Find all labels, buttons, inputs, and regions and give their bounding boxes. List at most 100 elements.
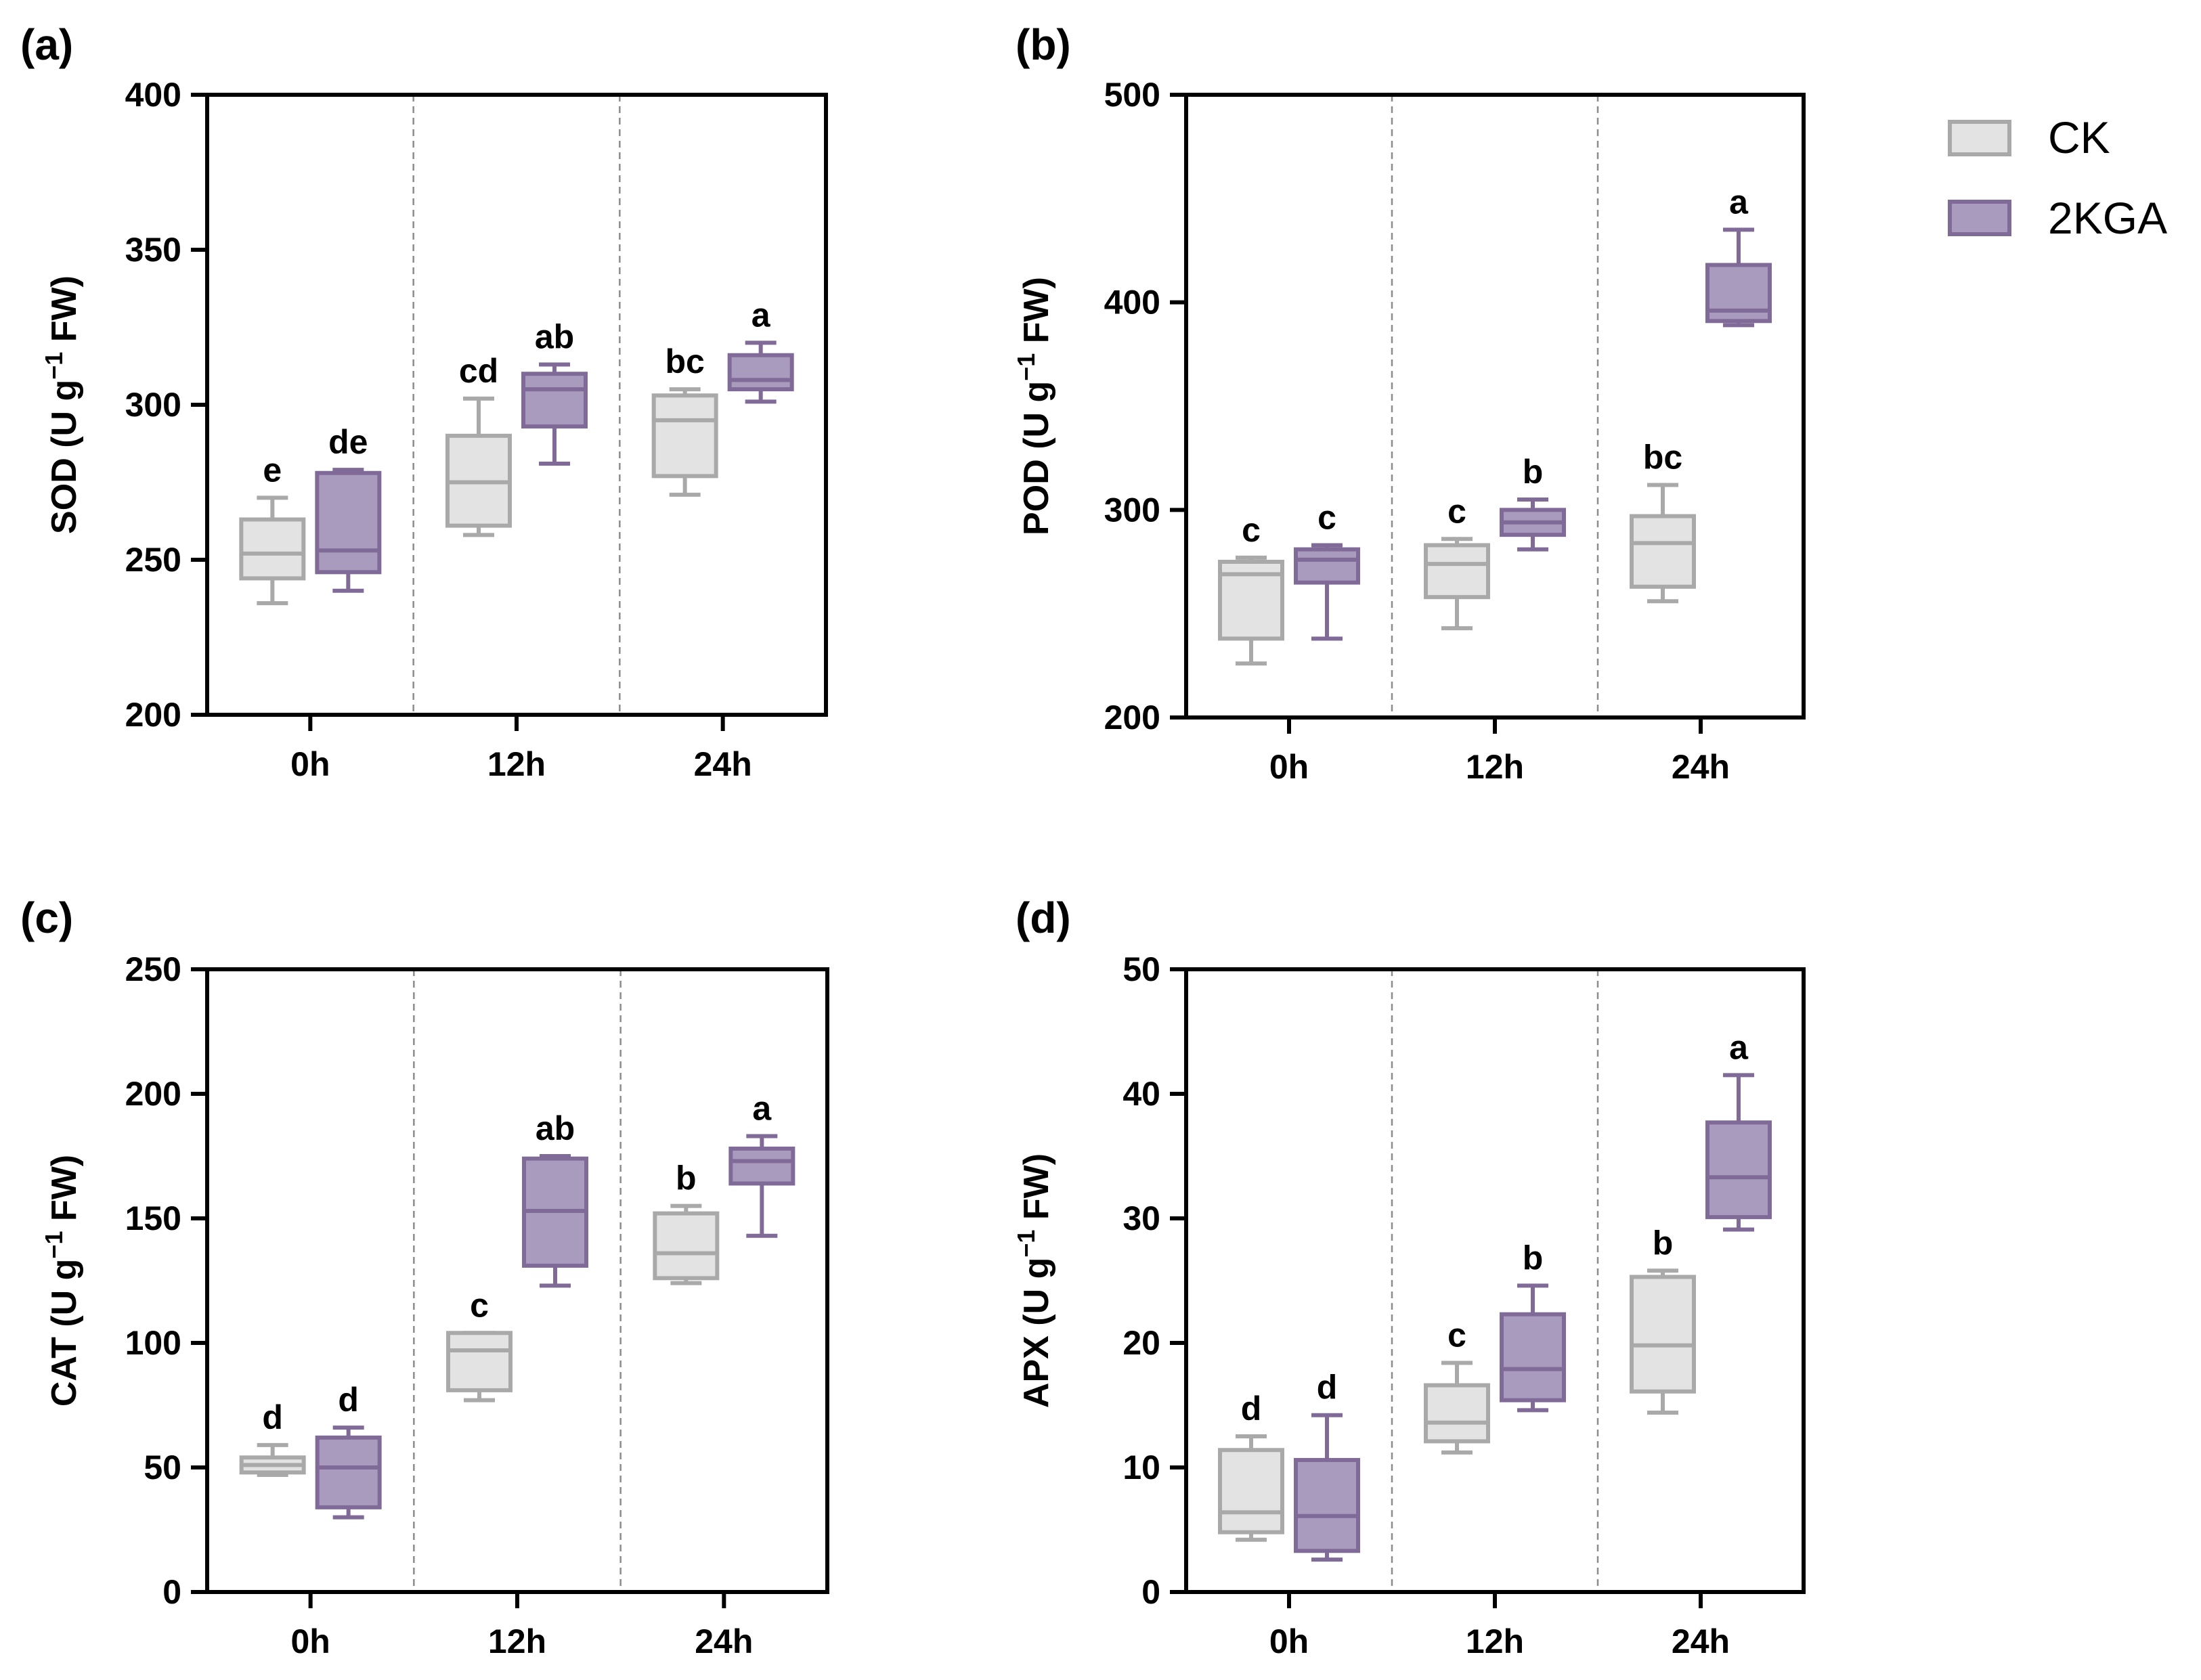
significance-letter: b xyxy=(1653,1224,1674,1262)
x-tick-label: 12h xyxy=(1466,1622,1524,1660)
box-2kga-0h: d xyxy=(1294,1369,1360,1562)
chart-panel-3: (c) d c b d ab a 0 50 100 150 200 250 0h 12h 24h CAT (U … xyxy=(20,893,829,1660)
panel-label: (d) xyxy=(1016,893,1071,942)
x-tick-label: 0h xyxy=(1269,748,1309,786)
box-2kga-24h: a xyxy=(728,1090,796,1238)
chart-panel-1: (a) e cd bc de ab a 200 250 300 350 400 0h 12h 24h SOD … xyxy=(20,20,828,783)
y-tick-label: 500 xyxy=(1104,76,1160,114)
box-iqr xyxy=(1630,514,1696,589)
y-tick-label: 250 xyxy=(125,950,181,988)
y-axis-title-main: APX (U g xyxy=(1017,1258,1056,1408)
box-2kga-12h: ab xyxy=(522,1109,588,1288)
box-iqr xyxy=(446,1331,513,1392)
x-tick-label: 24h xyxy=(1672,1622,1730,1660)
legend-swatch-ck xyxy=(1948,120,2011,156)
y-axis-title: SOD (U g−1 FW) xyxy=(40,275,84,534)
box-iqr xyxy=(1294,547,1360,585)
significance-letter: b xyxy=(1523,453,1544,491)
chart-panel-2: (b) c c bc c b a 200 300 400 500 0h 12h 24h POD (U g−1… xyxy=(1012,20,1806,786)
y-tick-label: 300 xyxy=(125,386,181,424)
y-tick-label: 250 xyxy=(125,541,181,579)
y-tick-label: 20 xyxy=(1123,1324,1160,1362)
significance-letter: a xyxy=(752,1090,772,1128)
y-tick-label: 400 xyxy=(125,76,181,114)
panel-label: (c) xyxy=(20,893,73,942)
y-axis-title-sup: −1 xyxy=(40,352,68,380)
box-iqr xyxy=(1630,1275,1696,1394)
y-axis-title: APX (U g−1 FW) xyxy=(1012,1153,1056,1408)
x-tick-label: 24h xyxy=(694,745,752,783)
y-axis-title: POD (U g−1 FW) xyxy=(1012,277,1056,535)
significance-letter: e xyxy=(263,451,282,489)
y-axis-title-main: POD (U g xyxy=(1017,381,1056,535)
box-ck-0h: d xyxy=(1218,1390,1284,1542)
significance-letter: d xyxy=(262,1398,283,1436)
y-tick-label: 200 xyxy=(125,1075,181,1113)
box-iqr xyxy=(728,1146,796,1186)
y-axis-title-sup: −1 xyxy=(40,1231,68,1259)
y-tick-label: 0 xyxy=(1141,1573,1160,1611)
significance-letter: a xyxy=(1729,1028,1749,1066)
box-iqr xyxy=(1424,1383,1490,1444)
plot-frame xyxy=(205,93,828,717)
box-iqr xyxy=(1705,1120,1772,1220)
box-2kga-12h: ab xyxy=(521,317,588,466)
significance-letter: d xyxy=(338,1381,359,1419)
significance-letter: c xyxy=(1317,498,1336,536)
legend: CK 2KGA xyxy=(1948,112,2167,243)
box-2kga-0h: c xyxy=(1294,498,1360,641)
y-tick-label: 300 xyxy=(1104,491,1160,529)
x-tick-label: 12h xyxy=(487,745,546,783)
x-tick-label: 24h xyxy=(1672,748,1730,786)
y-tick-label: 10 xyxy=(1123,1449,1160,1486)
box-iqr xyxy=(651,393,718,479)
box-iqr xyxy=(1424,543,1490,600)
y-tick-label: 50 xyxy=(144,1449,181,1486)
significance-letter: a xyxy=(1729,183,1749,221)
y-axis-title-tail: FW) xyxy=(1017,277,1056,353)
x-tick-label: 0h xyxy=(290,1622,330,1660)
legend-label-2kga: 2KGA xyxy=(2048,193,2167,243)
box-iqr xyxy=(727,353,794,392)
box-iqr xyxy=(1294,1457,1360,1553)
box-ck-12h: c xyxy=(1424,492,1490,631)
legend-label-ck: CK xyxy=(2048,112,2110,162)
significance-letter: bc xyxy=(1643,439,1682,477)
box-2kga-12h: b xyxy=(1500,453,1566,552)
y-axis-title-main: SOD (U g xyxy=(45,380,84,534)
box-2kga-0h: de xyxy=(315,423,382,593)
box-ck-0h: c xyxy=(1218,511,1284,666)
panel-label: (b) xyxy=(1016,20,1071,69)
y-tick-label: 350 xyxy=(125,231,181,269)
box-iqr xyxy=(1500,1312,1566,1402)
significance-letter: b xyxy=(676,1159,697,1197)
significance-letter: d xyxy=(1317,1369,1338,1407)
y-tick-label: 50 xyxy=(1123,950,1160,988)
box-ck-0h: e xyxy=(239,451,306,606)
box-iqr xyxy=(315,1435,382,1509)
legend-swatch-2kga xyxy=(1948,200,2011,236)
box-2kga-12h: b xyxy=(1500,1239,1566,1413)
box-ck-12h: c xyxy=(1424,1316,1490,1455)
y-axis-title: CAT (U g−1 FW) xyxy=(40,1155,84,1407)
y-tick-label: 150 xyxy=(125,1199,181,1237)
box-ck-24h: b xyxy=(653,1159,720,1285)
box-ck-24h: b xyxy=(1630,1224,1696,1415)
box-ck-24h: bc xyxy=(1630,439,1696,604)
box-2kga-24h: a xyxy=(1705,183,1772,328)
y-tick-label: 30 xyxy=(1123,1199,1160,1237)
plot-frame xyxy=(205,967,829,1594)
x-tick-label: 12h xyxy=(1466,748,1524,786)
y-tick-label: 0 xyxy=(162,1573,181,1611)
box-ck-12h: c xyxy=(446,1286,513,1402)
y-tick-label: 40 xyxy=(1123,1075,1160,1113)
x-tick-label: 0h xyxy=(1269,1622,1309,1660)
x-tick-label: 12h xyxy=(488,1622,546,1660)
significance-letter: ab xyxy=(535,317,574,355)
significance-letter: c xyxy=(1242,511,1261,549)
y-tick-label: 400 xyxy=(1104,284,1160,322)
box-2kga-0h: d xyxy=(315,1381,382,1520)
significance-letter: cd xyxy=(459,352,498,390)
